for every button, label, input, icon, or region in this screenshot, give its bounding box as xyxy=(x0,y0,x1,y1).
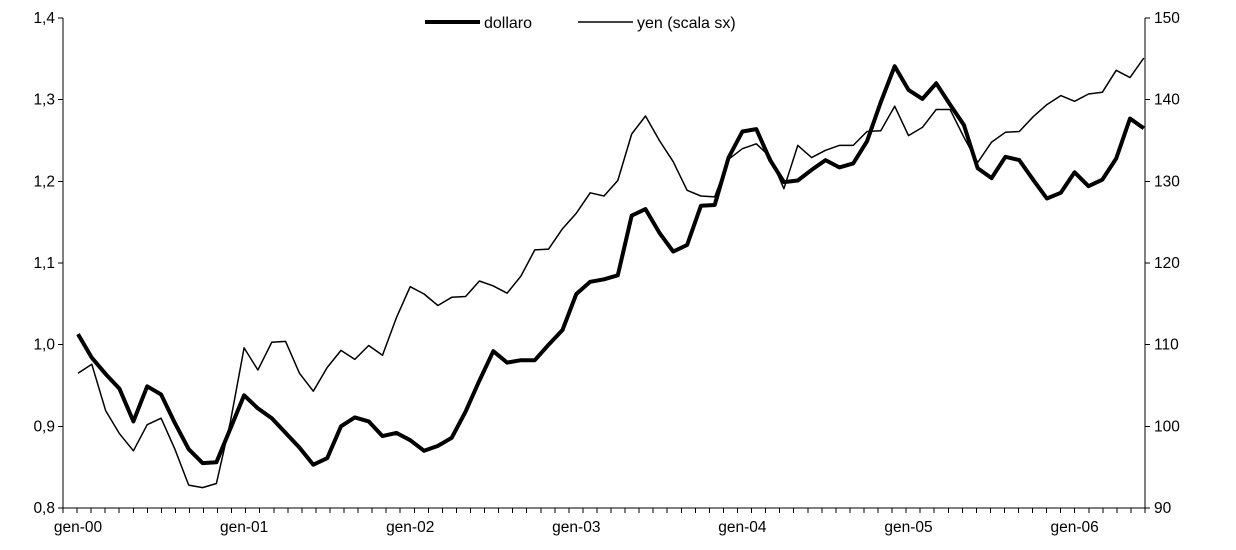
y-right-tick-label: 100 xyxy=(1154,418,1180,435)
x-tick-label: gen-04 xyxy=(718,519,767,536)
y-left-tick-label: 1,2 xyxy=(33,173,55,190)
x-tick-label: gen-05 xyxy=(884,519,932,536)
y-right-tick-label: 120 xyxy=(1154,255,1180,272)
y-left-tick-label: 1,4 xyxy=(33,10,55,27)
y-right-tick-label: 150 xyxy=(1154,10,1180,27)
x-tick-label: gen-06 xyxy=(1050,519,1098,536)
x-tick-label: gen-00 xyxy=(54,519,103,536)
y-left-tick-label: 0,9 xyxy=(33,418,55,435)
y-left-tick-label: 1,0 xyxy=(33,337,55,354)
y-right-tick-label: 90 xyxy=(1154,500,1172,517)
tick-labels: 0,8 0,9 1,0 1,1 1,2 1,3 1,4 90 100 110 120 130 140 15… xyxy=(33,10,1180,536)
series-lines xyxy=(76,57,1145,489)
y-left-tick-label: 0,8 xyxy=(33,500,55,517)
legend: dollaro yen (scala sx) xyxy=(425,15,736,32)
y-right-tick-label: 130 xyxy=(1154,173,1180,190)
y-right-tick-label: 110 xyxy=(1154,337,1179,354)
x-tick-label: gen-02 xyxy=(386,519,434,536)
legend-label-yen: yen (scala sx) xyxy=(637,15,736,32)
series-line-dollaro xyxy=(76,64,1145,467)
x-tick-label: gen-01 xyxy=(220,519,268,536)
x-tick-label: gen-03 xyxy=(552,519,600,536)
series-line-yen xyxy=(77,57,1145,489)
y-right-tick-label: 140 xyxy=(1154,92,1180,109)
y-left-tick-label: 1,3 xyxy=(33,92,55,109)
y-left-tick-label: 1,1 xyxy=(33,255,55,272)
legend-label-dollaro: dollaro xyxy=(484,15,532,32)
axes xyxy=(58,17,1150,513)
